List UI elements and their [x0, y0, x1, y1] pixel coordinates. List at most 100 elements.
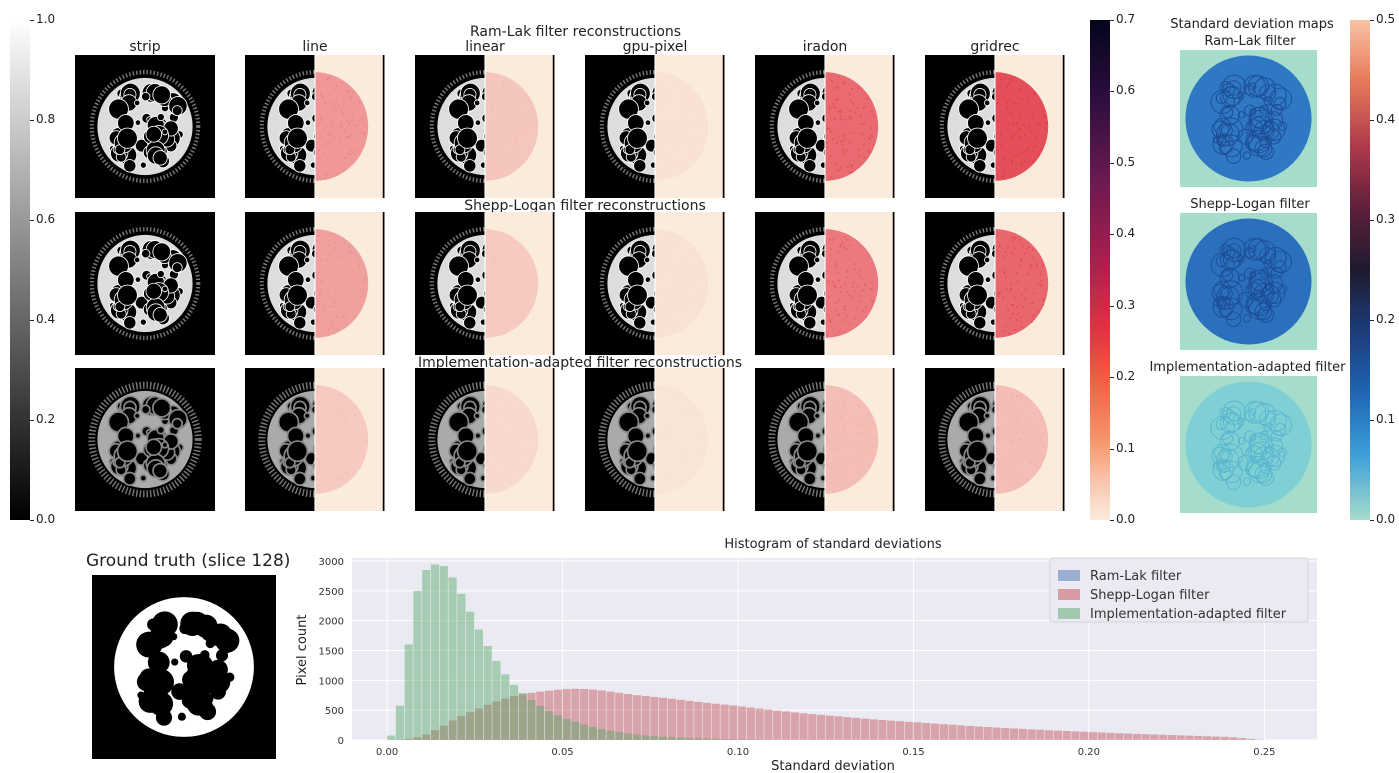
grey-tick-label: 0.0 [36, 512, 56, 526]
histogram-bar-shepp-logan [834, 716, 843, 740]
std-tickmark [1370, 20, 1374, 21]
y-tick-label: 1500 [319, 646, 344, 657]
histogram-bar-shepp-logan [413, 737, 422, 740]
legend-swatch [1058, 570, 1080, 581]
histogram-bar-shepp-logan [913, 722, 922, 740]
recon-image [245, 55, 385, 198]
histogram-bar-shepp-logan [694, 701, 703, 740]
recon-image [245, 212, 385, 355]
x-tick-label: 0.20 [1078, 747, 1100, 758]
histogram-bar-adapted [430, 564, 440, 740]
legend-label: Shepp-Logan filter [1090, 588, 1210, 603]
column-label-iradon: iradon [802, 39, 848, 55]
std-tick-label: 0.2 [1376, 312, 1396, 326]
histogram-bar-adapted [667, 737, 676, 740]
y-tick-label: 0 [338, 736, 344, 747]
histogram-bar-adapted [492, 660, 501, 740]
x-tick-label: 0.15 [902, 747, 924, 758]
histogram-bar-shepp-logan [641, 695, 650, 740]
histogram-bar-shepp-logan [623, 694, 633, 740]
histogram-bar-shepp-logan [1202, 736, 1212, 740]
histogram-bar-shepp-logan [1018, 728, 1027, 740]
recon-image [75, 212, 215, 355]
histogram-bar-adapted [702, 738, 712, 740]
recon-image [415, 368, 555, 511]
histogram-bar-shepp-logan [957, 725, 966, 740]
histogram-bar-shepp-logan [711, 703, 720, 740]
histogram-bar-shepp-logan [738, 706, 747, 740]
histogram-bar-shepp-logan [1115, 733, 1124, 740]
y-tick-label: 3000 [319, 557, 344, 568]
x-tick-label: 0.05 [551, 747, 573, 758]
histogram-bar-adapted [448, 577, 457, 740]
histogram-bar-shepp-logan [992, 727, 1001, 740]
histogram-bar-shepp-logan [1001, 727, 1010, 740]
rocket-tick-label: 0.3 [1116, 297, 1136, 312]
grey-tickmark [30, 20, 34, 21]
column-label-linear: linear [465, 39, 505, 55]
histogram-bar-shepp-logan [404, 738, 413, 740]
rocket-tick-label: 0.2 [1116, 369, 1136, 384]
y-tick-label: 2000 [319, 617, 344, 628]
recon-image [415, 55, 555, 198]
histogram-bar-shepp-logan [1053, 730, 1062, 740]
histogram-bar-shepp-logan [983, 727, 992, 740]
grey-colorbar [10, 20, 30, 520]
std-tickmark [1370, 220, 1374, 221]
histogram-bar-adapted [597, 728, 606, 740]
histogram-bar-shepp-logan [466, 712, 475, 740]
histogram-bar-shepp-logan [580, 688, 589, 740]
histogram-bar-shepp-logan [939, 724, 948, 740]
recon-image [75, 55, 215, 198]
rocket-tick-label: 0.0 [1116, 512, 1136, 526]
histogram-bar-adapted [439, 566, 448, 740]
histogram-bar-shepp-logan [1045, 730, 1054, 740]
rocket-tickmark [1110, 162, 1114, 164]
histogram-bar-shepp-logan [606, 691, 615, 740]
histogram-bar-adapted [650, 736, 659, 740]
histogram-bar-adapted [466, 611, 475, 740]
grey-tick-label: 0.6 [36, 212, 56, 226]
recon-image [585, 368, 725, 511]
recon-image [925, 55, 1065, 198]
error-colorbar [1090, 20, 1110, 520]
histogram-bar-shepp-logan [1176, 735, 1185, 740]
histogram-bar-shepp-logan [562, 689, 571, 740]
histogram-bar-shepp-logan [1246, 738, 1255, 740]
histogram-bar-shepp-logan [799, 713, 808, 740]
histogram-bar-shepp-logan [790, 712, 799, 740]
rocket-tickmark [1110, 520, 1114, 521]
histogram-bar-shepp-logan [816, 714, 826, 740]
recon-image [755, 55, 895, 198]
histogram-bar-shepp-logan [1194, 735, 1203, 740]
row-title-shepp-logan: Shepp-Logan filter reconstructions [464, 198, 706, 214]
histogram-bar-adapted [623, 733, 633, 740]
histogram-bar-shepp-logan [1167, 735, 1177, 740]
histogram-bar-adapted [685, 737, 694, 740]
histogram-bar-shepp-logan [492, 701, 501, 740]
ticks: 0.00 0.05 0.10 0.15 0.20 0.25 0 500 1000 1500 2000… [319, 557, 1276, 758]
histogram-bar-shepp-logan [1141, 734, 1150, 740]
histogram-bar-shepp-logan [588, 689, 598, 740]
histogram-bar-adapted [527, 700, 536, 740]
histogram-bar-shepp-logan [1062, 731, 1071, 740]
histogram-bar-shepp-logan [527, 692, 536, 740]
std-tick-label: 0.5 [1376, 12, 1396, 26]
histogram-bar-shepp-logan [509, 696, 519, 740]
histogram-bar-shepp-logan [1211, 736, 1220, 740]
std-map-ram-lak [1180, 50, 1317, 187]
grey-tickmark [30, 220, 34, 221]
row-title-ram-lak: Ram-Lak filter reconstructions [470, 24, 682, 40]
std-map-shepp-logan [1180, 213, 1317, 350]
std-tick-label: 0.0 [1376, 512, 1396, 526]
rocket-tick-label: 0.5 [1116, 154, 1136, 169]
std-map-adapted [1180, 376, 1317, 513]
rocket-tick-label: 0.1 [1116, 440, 1136, 455]
histogram-bar-shepp-logan [931, 723, 940, 740]
histogram-bar-shepp-logan [1080, 731, 1089, 740]
histogram-bar-shepp-logan [1027, 729, 1036, 740]
legend-swatch [1058, 608, 1080, 619]
recon-tile-iradon [755, 368, 895, 511]
histogram-bar-shepp-logan [685, 700, 694, 740]
recon-tile-strip [75, 212, 215, 355]
